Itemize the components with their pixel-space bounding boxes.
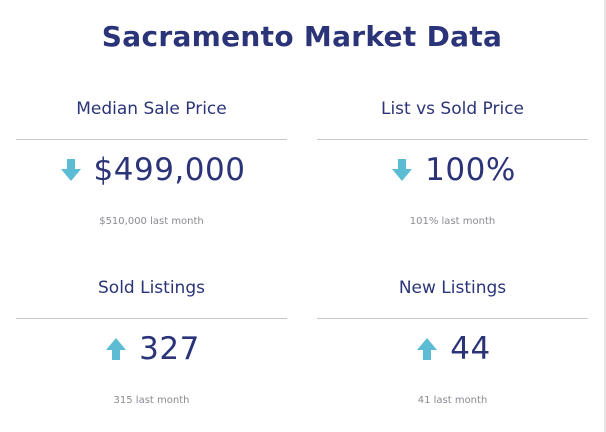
arrow-down-icon (58, 157, 84, 183)
stat-comparison: 315 last month (113, 395, 190, 406)
stat-value-row: 327 (16, 328, 287, 370)
stat-card-label: List vs Sold Price (380, 99, 525, 119)
divider (317, 139, 588, 140)
stat-comparison: $510,000 last month (99, 216, 204, 227)
stat-value-row: $499,000 (16, 149, 287, 191)
stat-card-label: Sold Listings (98, 278, 205, 298)
stat-card-label: Median Sale Price (76, 99, 227, 119)
stat-card-list-vs-sold-price: List vs Sold Price 100% 101% last month (317, 99, 588, 249)
stat-value: $499,000 (93, 152, 246, 188)
stat-value-row: 44 (317, 328, 588, 370)
stat-value-row: 100% (317, 149, 588, 191)
stat-value: 100% (425, 152, 516, 188)
page-edge-divider (604, 0, 606, 432)
arrow-down-icon (389, 157, 415, 183)
stat-card-sold-listings: Sold Listings 327 315 last month (16, 278, 287, 428)
stat-comparison: 41 last month (417, 395, 488, 406)
arrow-up-icon (414, 336, 440, 362)
divider (317, 318, 588, 319)
stat-value: 327 (139, 331, 200, 367)
stat-card-new-listings: New Listings 44 41 last month (317, 278, 588, 428)
stat-value: 44 (450, 331, 491, 367)
stat-comparison: 101% last month (409, 216, 496, 227)
stat-card-label: New Listings (398, 278, 507, 298)
divider (16, 139, 287, 140)
arrow-up-icon (103, 336, 129, 362)
page-title: Sacramento Market Data (101, 20, 503, 53)
divider (16, 318, 287, 319)
stat-card-median-sale-price: Median Sale Price $499,000 $510,000 last… (16, 99, 287, 249)
